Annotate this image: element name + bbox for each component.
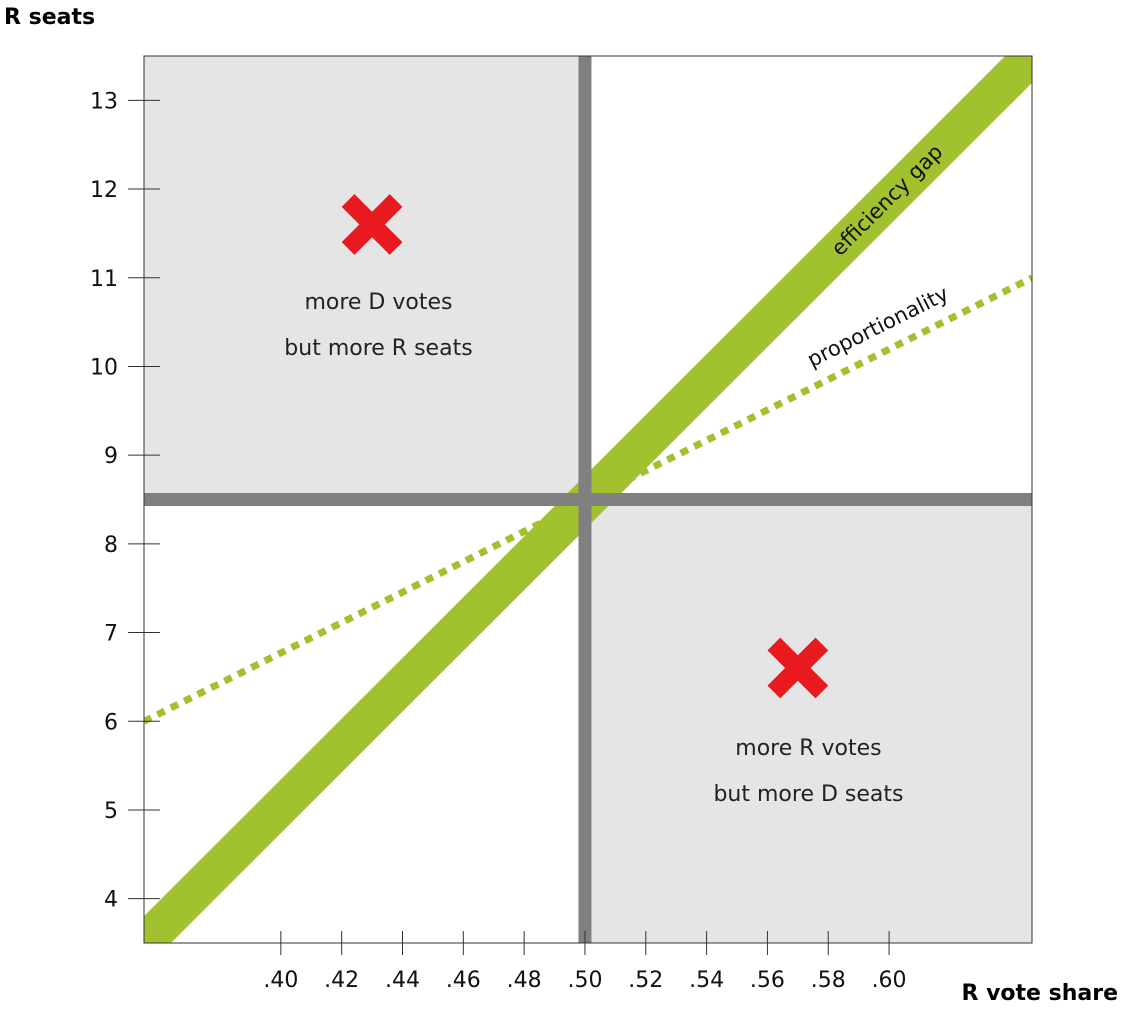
y-tick-label: 10 xyxy=(90,355,118,380)
proportionality-label: proportionality xyxy=(803,282,952,372)
y-tick-label: 12 xyxy=(90,178,118,203)
x-tick-label: .56 xyxy=(750,968,785,993)
x-tick-label: .44 xyxy=(385,968,420,993)
x-tick-label: .60 xyxy=(872,968,907,993)
y-axis: 4 5 6 7 8 9 10 11 12 13 xyxy=(90,89,160,913)
x-tick-label: .50 xyxy=(567,968,602,993)
plot-frame xyxy=(143,55,1033,944)
x-tick-label: .46 xyxy=(446,968,481,993)
region-lower-right xyxy=(584,499,1032,943)
y-tick-label: 4 xyxy=(104,888,118,913)
x-tick-label: .40 xyxy=(263,968,298,993)
region-label-lower-right: but more D seats xyxy=(713,782,903,807)
x-axis: .40 .42 .44 .46 .48 .50 .52 .54 .56 .58 .60 xyxy=(263,931,907,993)
x-axis-title: R vote share xyxy=(961,981,1118,1006)
y-tick-label: 9 xyxy=(104,444,118,469)
x-marker-2 xyxy=(767,637,829,699)
y-tick-label: 5 xyxy=(104,799,118,824)
x-marker-1 xyxy=(341,194,403,255)
x-marker-stroke xyxy=(767,637,829,699)
region-label-upper-left: but more R seats xyxy=(284,336,472,361)
region-labels: more D votes but more R seats more R votes… xyxy=(284,290,903,807)
y-tick-label: 7 xyxy=(104,622,118,647)
x-tick-label: .58 xyxy=(811,968,846,993)
y-axis-title: R seats xyxy=(4,5,95,30)
x-tick-label: .52 xyxy=(628,968,663,993)
region-upper-left xyxy=(144,56,585,500)
markers-layer xyxy=(341,194,829,699)
x-marker-stroke xyxy=(341,194,403,255)
y-tick-label: 8 xyxy=(104,533,118,558)
x-tick-label: .54 xyxy=(689,968,724,993)
efficiency-gap-label: efficiency gap xyxy=(827,140,948,261)
region-label-upper-left: more D votes xyxy=(304,290,452,315)
y-tick-label: 13 xyxy=(90,89,118,114)
y-tick-label: 6 xyxy=(104,710,118,735)
quadrant-dividers xyxy=(144,56,1032,943)
shaded-regions xyxy=(144,56,1032,943)
x-tick-label: .42 xyxy=(324,968,359,993)
x-tick-label: .48 xyxy=(507,968,542,993)
y-tick-label: 11 xyxy=(90,267,118,292)
region-label-lower-right: more R votes xyxy=(735,736,881,761)
